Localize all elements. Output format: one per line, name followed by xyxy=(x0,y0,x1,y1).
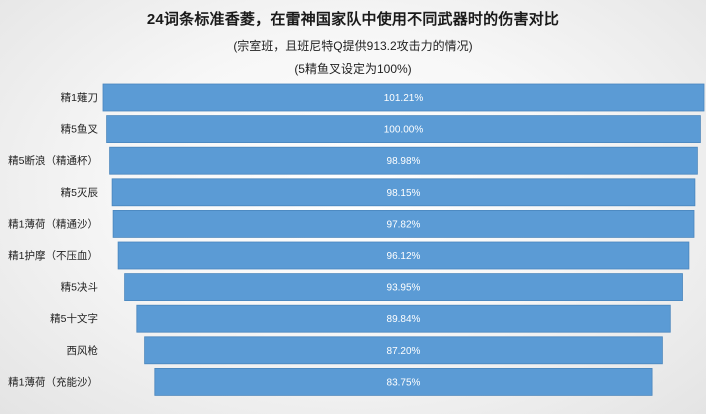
bar-4 xyxy=(111,178,696,207)
bar-5 xyxy=(112,209,695,238)
bar-value-label-7: 93.95% xyxy=(387,283,421,294)
category-label-10: 精1薄荷（充能沙） xyxy=(8,375,98,388)
bar-value-label-6: 96.12% xyxy=(387,251,421,262)
category-label-7: 精5决斗 xyxy=(61,281,98,294)
bar-value-label-9: 87.20% xyxy=(387,346,421,357)
bar-value-label-5: 97.82% xyxy=(387,219,421,230)
category-label-5: 精1薄荷（精通沙） xyxy=(8,217,98,230)
bar-7 xyxy=(124,273,683,302)
bar-value-label-10: 83.75% xyxy=(387,377,421,388)
bar-8 xyxy=(136,304,671,333)
bar-6 xyxy=(117,241,690,270)
bar-1 xyxy=(102,83,705,112)
bar-value-label-4: 98.15% xyxy=(387,188,421,199)
category-label-6: 精1护摩（不压血） xyxy=(8,249,98,262)
category-label-2: 精5鱼叉 xyxy=(61,123,99,136)
bar-value-label-3: 98.98% xyxy=(387,156,421,167)
category-label-9: 西风枪 xyxy=(67,344,99,357)
bar-value-label-2: 100.00% xyxy=(384,125,424,136)
bar-2 xyxy=(106,115,701,143)
bar-10 xyxy=(154,367,653,396)
bar-value-label-1: 101.21% xyxy=(384,93,424,104)
chart-subtitle: (宗室班，且班尼特Q提供913.2攻击力的情况) xyxy=(233,39,473,53)
chart-subtitle-note: (5精鱼叉设定为100%) xyxy=(294,62,412,76)
bar-value-label-8: 89.84% xyxy=(387,314,421,325)
bar-9 xyxy=(144,336,663,365)
chart-title: 24词条标准香菱，在雷神国家队中使用不同武器时的伤害对比 xyxy=(146,11,560,28)
category-label-1: 精1薙刀 xyxy=(61,91,98,104)
category-label-3: 精5断浪（精通杯） xyxy=(8,154,98,167)
bar-3 xyxy=(109,146,698,175)
category-label-4: 精5灭辰 xyxy=(61,186,99,199)
category-label-8: 精5十文字 xyxy=(50,312,98,325)
